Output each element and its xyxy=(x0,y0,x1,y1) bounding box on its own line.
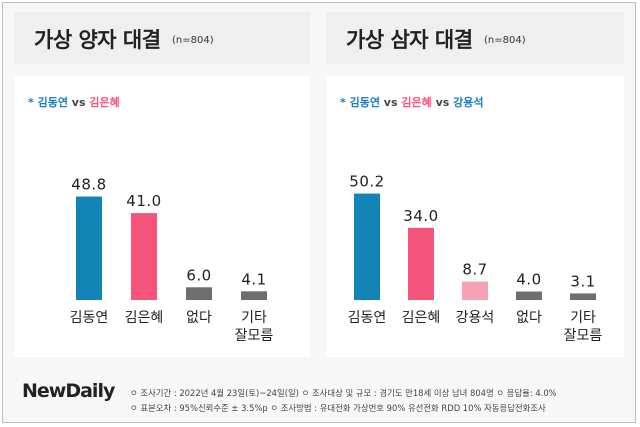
left-chart-subtitle: * 김동연 vs 김은혜 xyxy=(28,96,120,109)
category-label: 없다 xyxy=(186,310,212,326)
left-panel-header: 가상 양자 대결 (n=804) xyxy=(14,12,310,64)
left-bar-chart: 48.8 김동연 41.0 김은혜 6.0 없다 4.1 기타 잘모름 xyxy=(70,176,274,344)
newdaily-logo: NewDaily xyxy=(22,380,115,402)
left-sample-size: (n=804) xyxy=(172,35,214,46)
left-panel-title: 가상 양자 대결 xyxy=(34,28,161,52)
subtitle-candidate-c: 강용석 xyxy=(453,96,484,109)
bar-1 xyxy=(131,213,157,300)
category-label: 김은혜 xyxy=(402,310,441,326)
right-panel-title: 가상 삼자 대결 xyxy=(346,28,473,52)
bar-value-label: 8.7 xyxy=(462,261,487,279)
subtitle-candidate-a: 김동연 xyxy=(349,96,380,109)
category-label: 김동연 xyxy=(348,310,387,326)
category-label: 기타 잘모름 xyxy=(235,310,274,344)
bar-value-label: 34.0 xyxy=(403,207,438,225)
bar-0 xyxy=(76,196,102,300)
bar-value-label: 4.0 xyxy=(516,271,541,289)
category-label: 없다 xyxy=(516,310,542,326)
survey-notes: ㅇ 조사기간 : 2022년 4월 23일(토)~24일(일) ㅇ 조사대상 및… xyxy=(130,386,557,416)
right-panel-header: 가상 삼자 대결 (n=804) xyxy=(326,12,624,64)
survey-note-line: ㅇ 표본오차 : 95%신뢰수준 ± 3.5%p ㅇ 조사방법 : 유대전화 가… xyxy=(130,403,546,413)
right-bar-chart: 50.2 김동연 34.0 김은혜 8.7 강용석 4.0 없다 3.1 기타 잘모름 xyxy=(348,173,603,344)
bar-value-label: 3.1 xyxy=(570,272,595,290)
subtitle-candidate-b: 김은혜 xyxy=(401,96,432,109)
bar-2 xyxy=(462,281,488,300)
bar-4 xyxy=(570,293,596,300)
bar-1 xyxy=(408,227,434,300)
bar-value-label: 4.1 xyxy=(241,270,266,288)
bar-3 xyxy=(516,291,542,300)
category-label: 김동연 xyxy=(70,310,109,326)
left-panel-body: * 김동연 vs 김은혜 48.8 김동연 41.0 김은혜 6.0 없다 4.1 기타 잘모름 xyxy=(14,76,310,357)
bar-0 xyxy=(354,193,380,300)
footer: NewDaily ㅇ 조사기간 : 2022년 4월 23일(토)~24일(일)… xyxy=(2,358,636,423)
right-sample-size: (n=804) xyxy=(484,35,526,46)
category-label: 김은혜 xyxy=(125,310,164,326)
right-chart-subtitle: * 김동연 vs 김은혜 vs 강용석 xyxy=(340,96,484,109)
category-label: 기타 잘모름 xyxy=(564,310,603,344)
bar-value-label: 50.2 xyxy=(349,173,384,191)
bar-value-label: 48.8 xyxy=(71,176,106,194)
survey-note-line: ㅇ 조사기간 : 2022년 4월 23일(토)~24일(일) ㅇ 조사대상 및… xyxy=(130,388,557,398)
category-label: 강용석 xyxy=(456,310,495,326)
bar-value-label: 41.0 xyxy=(126,192,161,210)
right-panel-body: * 김동연 vs 김은혜 vs 강용석 50.2 김동연 34.0 김은혜 8.7 강용석… xyxy=(326,76,624,357)
subtitle-candidate-a: 김동연 xyxy=(37,96,68,109)
bar-2 xyxy=(186,287,212,300)
bar-value-label: 6.0 xyxy=(186,266,211,284)
subtitle-candidate-b: 김은혜 xyxy=(89,96,120,109)
bar-3 xyxy=(241,291,267,300)
